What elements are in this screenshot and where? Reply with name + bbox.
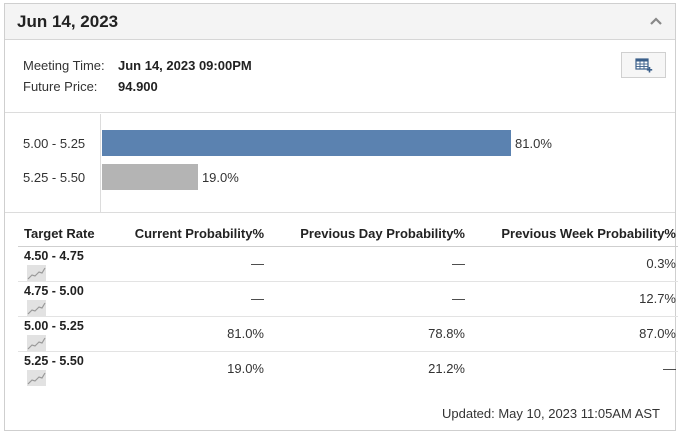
bar-value-label: 81.0% <box>515 136 552 151</box>
previous-week-probability: 0.3% <box>467 246 678 282</box>
probability-bar <box>102 130 512 156</box>
bar-value-label: 19.0% <box>201 170 239 185</box>
panel-title: Jun 14, 2023 <box>17 12 119 31</box>
rate-cell: 4.75 - 5.00 <box>18 281 110 317</box>
col-target-rate: Target Rate <box>18 222 110 247</box>
updated-timestamp: Updated: May 10, 2023 11:05AM AST <box>441 406 660 421</box>
divider <box>5 212 675 213</box>
sparkline-icon[interactable] <box>27 264 46 281</box>
table-row: 4.75 - 5.00 — — 12.7% <box>18 281 678 317</box>
probability-table: Target Rate Current Probability% Previou… <box>18 222 678 386</box>
previous-day-probability: 78.8% <box>266 316 467 352</box>
col-previous-week-probability: Previous Week Probability% <box>467 222 678 247</box>
previous-week-probability: — <box>663 361 676 377</box>
previous-week-probability: 12.7% <box>467 281 678 317</box>
rate-cell: 5.00 - 5.25 <box>18 316 110 352</box>
bar-category-label: 5.00 - 5.25 <box>23 136 86 151</box>
table-header-row: Target Rate Current Probability% Previou… <box>18 222 678 247</box>
table-row: 4.50 - 4.75 — — 0.3% <box>18 246 678 282</box>
col-previous-day-probability: Previous Day Probability% <box>266 222 467 247</box>
probability-bar <box>102 164 198 190</box>
bar-axis <box>100 114 101 212</box>
sparkline-icon[interactable] <box>27 334 46 351</box>
table-row: 5.00 - 5.25 81.0% 78.8% 87.0% <box>18 316 678 352</box>
col-current-probability: Current Probability% <box>110 222 266 247</box>
meeting-time-label: Meeting Time: <box>23 58 105 73</box>
current-probability: 81.0% <box>110 316 266 352</box>
previous-day-probability: — <box>266 281 467 317</box>
panel-header[interactable]: Jun 14, 2023 <box>5 4 675 40</box>
rate-cell: 5.25 - 5.50 <box>18 351 110 386</box>
probability-bar-chart: 5.00 - 5.25 81.0% 5.25 - 5.50 19.0% <box>5 114 675 212</box>
table-plus-icon <box>635 58 653 73</box>
rate-label: 5.00 - 5.25 <box>24 318 84 333</box>
future-price-value: 94.900 <box>118 79 158 94</box>
rate-cell: 4.50 - 4.75 <box>18 246 110 282</box>
table-row: 5.25 - 5.50 19.0% 21.2% — <box>18 351 678 386</box>
rate-label: 4.50 - 4.75 <box>24 248 84 263</box>
current-probability: — <box>110 246 266 282</box>
bar-category-label: 5.25 - 5.50 <box>23 170 86 185</box>
meeting-time-value: Jun 14, 2023 09:00PM <box>118 58 252 73</box>
future-price-label: Future Price: <box>23 79 98 94</box>
previous-day-probability: — <box>266 246 467 282</box>
export-table-button[interactable] <box>621 52 666 78</box>
sparkline-icon[interactable] <box>27 299 46 316</box>
previous-day-probability: 21.2% <box>428 361 465 377</box>
chevron-up-icon[interactable] <box>649 15 663 27</box>
meeting-panel: Jun 14, 2023 Meeting Time: Jun 14, 2023 … <box>4 3 678 431</box>
current-probability: — <box>110 281 266 317</box>
sparkline-icon[interactable] <box>27 369 46 386</box>
previous-week-probability: 87.0% <box>467 316 678 352</box>
current-probability: 19.0% <box>227 361 264 377</box>
rate-label: 4.75 - 5.00 <box>24 283 84 298</box>
divider <box>5 112 675 113</box>
rate-label: 5.25 - 5.50 <box>24 353 84 368</box>
